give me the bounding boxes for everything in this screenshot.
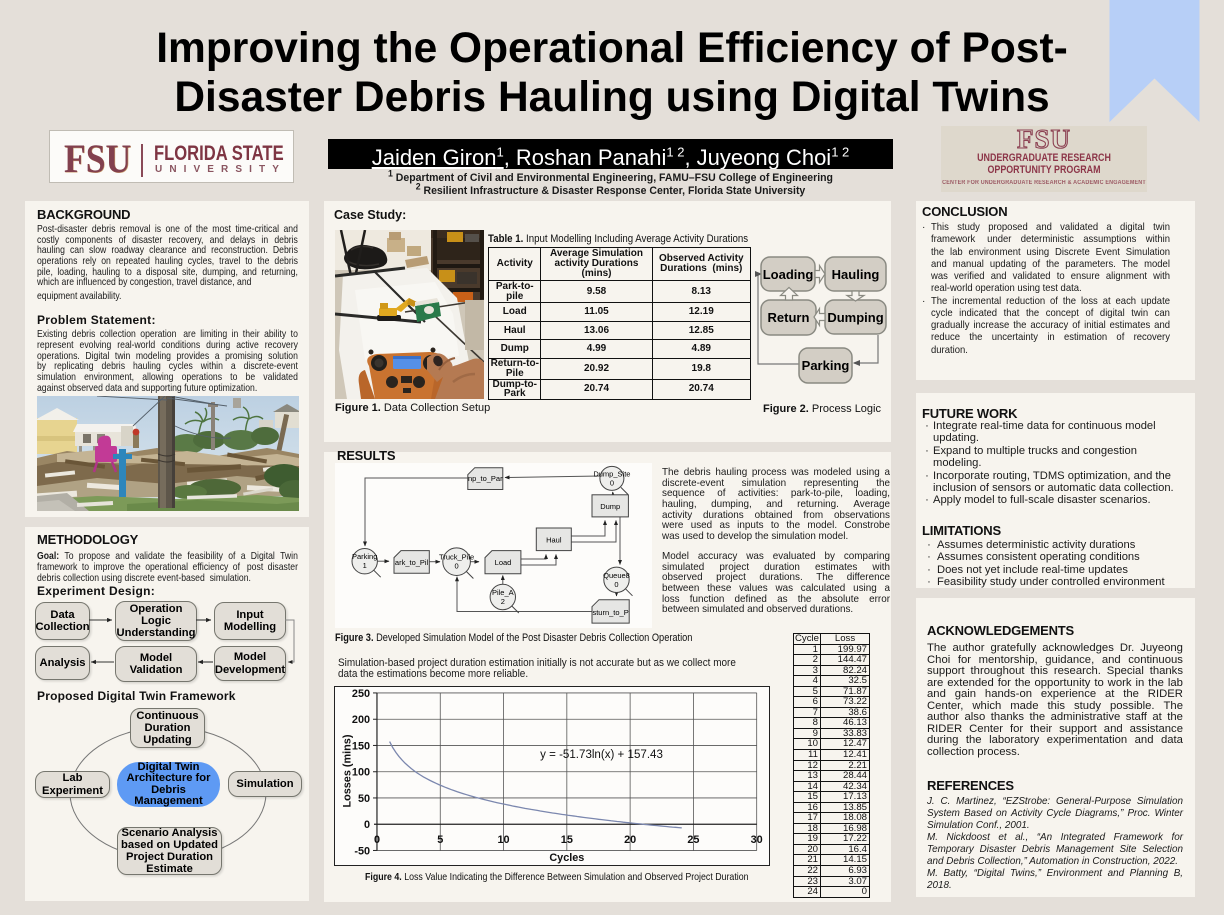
svg-text:0: 0 [455, 562, 459, 571]
svg-text:30: 30 [751, 834, 763, 846]
svg-text:15: 15 [561, 834, 573, 846]
svg-text:0: 0 [364, 819, 370, 831]
svg-text:0: 0 [374, 834, 380, 846]
svg-text:Load: Load [495, 558, 512, 567]
svg-text:25: 25 [687, 834, 699, 846]
svg-text:sturn_to_P: sturn_to_P [592, 608, 628, 617]
svg-text:Parking: Parking [352, 552, 377, 561]
svg-text:Dumping: Dumping [827, 310, 883, 325]
svg-text:-50: -50 [354, 845, 370, 857]
svg-text:Pile_A: Pile_A [492, 588, 514, 597]
svg-text:Dump: Dump [600, 502, 620, 511]
svg-text:0: 0 [610, 478, 614, 487]
svg-text:Queue8: Queue8 [603, 571, 630, 580]
svg-text:np_to_Par: np_to_Par [468, 474, 503, 483]
svg-text:Losses (mins): Losses (mins) [341, 734, 353, 807]
svg-text:Truck_Pile: Truck_Pile [439, 553, 474, 562]
svg-text:150: 150 [352, 740, 370, 752]
svg-text:Parking: Parking [802, 358, 850, 373]
svg-text:0: 0 [614, 580, 618, 589]
svg-text:1: 1 [363, 561, 367, 570]
svg-text:Cycles: Cycles [549, 852, 584, 864]
svg-text:100: 100 [352, 767, 370, 779]
svg-text:200: 200 [352, 714, 370, 726]
svg-text:250: 250 [352, 688, 370, 700]
svg-text:Loading: Loading [763, 267, 814, 282]
svg-text:20: 20 [624, 834, 636, 846]
svg-text:Hauling: Hauling [832, 267, 880, 282]
svg-text:10: 10 [497, 834, 509, 846]
svg-text:FSU: FSU [1017, 128, 1071, 152]
svg-text:y = -51.73ln(x) + 157.43: y = -51.73ln(x) + 157.43 [540, 749, 663, 761]
svg-text:2: 2 [501, 597, 505, 606]
svg-text:Haul: Haul [546, 535, 562, 544]
svg-text:Dump_Site: Dump_Site [593, 469, 630, 478]
svg-text:50: 50 [358, 793, 370, 805]
svg-text:Return: Return [768, 310, 810, 325]
svg-text:5: 5 [437, 834, 443, 846]
svg-text:ark_to_Pil: ark_to_Pil [395, 558, 429, 567]
